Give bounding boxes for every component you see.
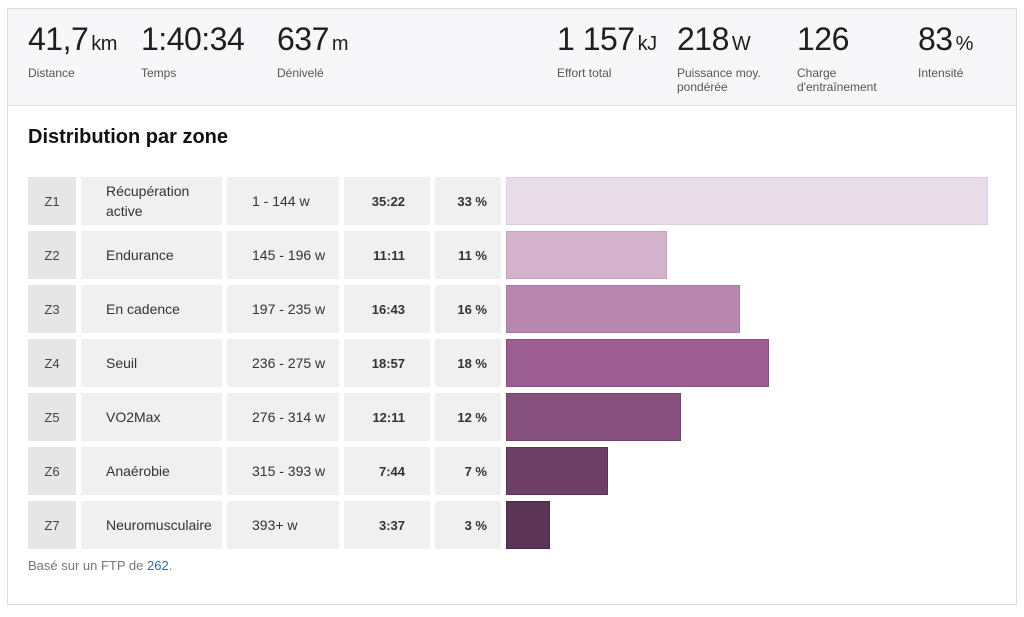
zone-name: Anaérobie (81, 447, 222, 495)
zone-time: 18:57 (344, 339, 430, 387)
zone-id: Z2 (28, 231, 76, 279)
zone-percent: 3 % (435, 501, 501, 549)
zone-bar (506, 393, 681, 441)
stat-value: 126 (797, 21, 849, 57)
ftp-prefix: Basé sur un FTP de (28, 558, 147, 573)
stat-label: Distance (28, 66, 75, 80)
zone-id: Z6 (28, 447, 76, 495)
zone-percent: 16 % (435, 285, 501, 333)
zone-time: 11:11 (344, 231, 430, 279)
stat-time: 1:40:34 Temps (141, 21, 247, 80)
stat-unit: m (331, 33, 349, 55)
zone-time: 35:22 (344, 177, 430, 225)
stat-training-load: 126 Charge d'entraînement (797, 21, 877, 94)
zone-id: Z5 (28, 393, 76, 441)
zone-power-range: 145 - 196 w (227, 231, 339, 279)
zone-id: Z7 (28, 501, 76, 549)
zone-time: 16:43 (344, 285, 430, 333)
stat-value: 637 (277, 21, 329, 57)
stat-elevation: 637 m Dénivelé (277, 21, 349, 80)
stat-intensity: 83% Intensité (918, 21, 973, 80)
stat-unit: W (731, 33, 751, 55)
zone-percent: 33 % (435, 177, 501, 225)
stat-value: 1:40:34 (141, 21, 245, 57)
zone-power-range: 393+ w (227, 501, 339, 549)
zone-time: 7:44 (344, 447, 430, 495)
zone-power-range: 315 - 393 w (227, 447, 339, 495)
zone-bar (506, 177, 988, 225)
stat-value: 83 (918, 21, 953, 57)
zone-name: Seuil (81, 339, 222, 387)
zone-id: Z3 (28, 285, 76, 333)
zone-power-range: 197 - 235 w (227, 285, 339, 333)
zone-bar (506, 339, 769, 387)
stat-value: 218 (677, 21, 729, 57)
stat-label: Effort total (557, 66, 612, 80)
zone-percent: 7 % (435, 447, 501, 495)
stat-value: 41,7 (28, 21, 89, 57)
zone-bar (506, 285, 740, 333)
section-title: Distribution par zone (28, 126, 228, 148)
stat-distance: 41,7 km Distance (28, 21, 117, 80)
stat-label: Dénivelé (277, 66, 324, 80)
zone-id: Z4 (28, 339, 76, 387)
stat-unit: km (91, 33, 117, 55)
zone-power-range: 276 - 314 w (227, 393, 339, 441)
stat-label: Temps (141, 66, 177, 80)
stat-total-effort: 1 157 kJ Effort total (557, 21, 657, 80)
zone-name: En cadence (81, 285, 222, 333)
ftp-footnote: Basé sur un FTP de 262. (28, 558, 172, 573)
stat-unit: % (955, 33, 974, 55)
ftp-value-link[interactable]: 262 (147, 558, 169, 573)
zone-name: Neuromusculaire (81, 501, 222, 549)
stat-label: Charge d'entraînement (797, 66, 877, 94)
zone-percent: 11 % (435, 231, 501, 279)
zone-distribution-card: 41,7 km Distance 1:40:34 Temps 637 m Déniv… (7, 8, 1017, 605)
zone-time: 12:11 (344, 393, 430, 441)
stat-label: Puissance moy. pondérée (677, 66, 761, 94)
summary-stats-bar: 41,7 km Distance 1:40:34 Temps 637 m Déniv… (8, 9, 1016, 106)
zone-percent: 12 % (435, 393, 501, 441)
zone-name: VO2Max (81, 393, 222, 441)
ftp-suffix: . (168, 558, 173, 573)
zone-id: Z1 (28, 177, 76, 225)
stat-label: Intensité (918, 66, 964, 80)
stat-unit: kJ (637, 33, 658, 55)
stat-weighted-power: 218 W Puissance moy. pondérée (677, 21, 761, 94)
zone-name: Récupération active (81, 177, 222, 225)
zone-power-range: 1 - 144 w (227, 177, 339, 225)
zone-power-range: 236 - 275 w (227, 339, 339, 387)
zone-name: Endurance (81, 231, 222, 279)
zone-percent: 18 % (435, 339, 501, 387)
zone-bar (506, 231, 667, 279)
zone-bar (506, 447, 608, 495)
zone-bar (506, 501, 550, 549)
stat-value: 1 157 (557, 21, 635, 57)
zone-time: 3:37 (344, 501, 430, 549)
